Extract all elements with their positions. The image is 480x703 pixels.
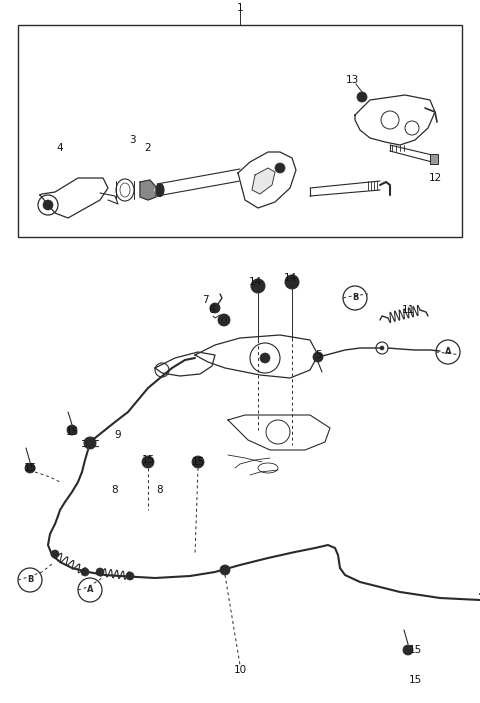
Text: B: B — [27, 576, 33, 584]
Circle shape — [380, 346, 384, 350]
Circle shape — [357, 92, 367, 102]
Text: 9: 9 — [115, 430, 121, 440]
Circle shape — [218, 314, 230, 326]
Text: 1: 1 — [237, 3, 243, 13]
Circle shape — [260, 353, 270, 363]
Circle shape — [126, 572, 134, 580]
Text: A: A — [445, 347, 451, 356]
Text: 7: 7 — [202, 295, 208, 305]
Text: 8: 8 — [112, 485, 118, 495]
Circle shape — [210, 303, 220, 313]
Text: 13: 13 — [346, 75, 359, 85]
Text: 5: 5 — [315, 350, 321, 360]
Text: 4: 4 — [57, 143, 63, 153]
Circle shape — [192, 456, 204, 468]
Ellipse shape — [156, 183, 164, 197]
Circle shape — [275, 163, 285, 173]
Circle shape — [285, 275, 299, 289]
Polygon shape — [252, 168, 275, 194]
Polygon shape — [155, 352, 215, 376]
Circle shape — [403, 645, 413, 655]
Circle shape — [313, 352, 323, 362]
Text: 15: 15 — [142, 455, 155, 465]
Text: 10: 10 — [233, 665, 247, 675]
Circle shape — [142, 456, 154, 468]
Text: 14: 14 — [248, 277, 262, 287]
Text: 14: 14 — [283, 273, 297, 283]
Polygon shape — [228, 415, 330, 450]
Text: 15: 15 — [24, 463, 36, 473]
Text: 12: 12 — [428, 173, 442, 183]
Text: 11: 11 — [401, 305, 415, 315]
Circle shape — [51, 550, 59, 558]
Polygon shape — [140, 180, 156, 200]
Text: 15: 15 — [408, 675, 421, 685]
Polygon shape — [355, 95, 435, 145]
Circle shape — [84, 437, 96, 449]
Polygon shape — [195, 335, 318, 378]
Bar — [18, 25, 462, 237]
Circle shape — [43, 200, 53, 210]
Circle shape — [25, 463, 35, 473]
Polygon shape — [238, 152, 296, 208]
Circle shape — [81, 568, 89, 576]
Circle shape — [251, 279, 265, 293]
Circle shape — [220, 565, 230, 575]
Polygon shape — [40, 178, 108, 218]
Text: 8: 8 — [156, 485, 163, 495]
Text: 6: 6 — [209, 305, 216, 315]
Bar — [430, 154, 438, 164]
Text: 3: 3 — [129, 135, 135, 145]
Text: B: B — [352, 293, 358, 302]
Text: 15: 15 — [408, 645, 421, 655]
Circle shape — [96, 568, 104, 576]
Text: 15: 15 — [192, 457, 204, 467]
Text: A: A — [87, 586, 93, 595]
Circle shape — [67, 425, 77, 435]
Text: 15: 15 — [65, 427, 79, 437]
Text: 2: 2 — [144, 143, 151, 153]
